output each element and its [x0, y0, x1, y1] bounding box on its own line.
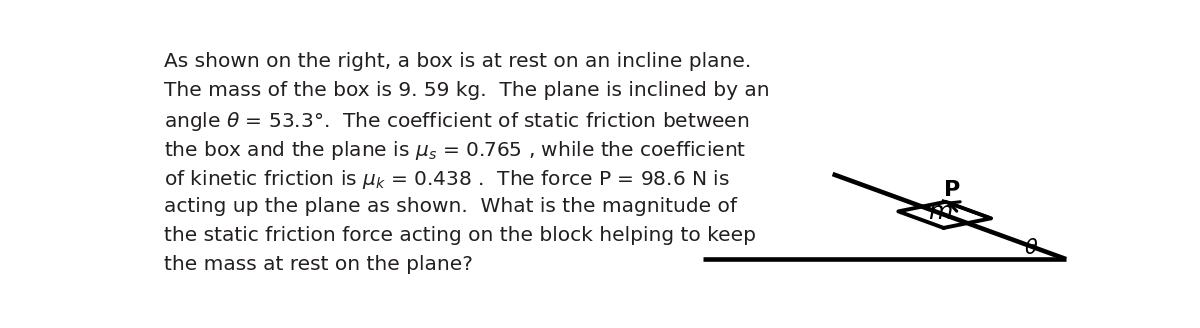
- Text: The mass of the box is 9. 59 kg.  The plane is inclined by an: The mass of the box is 9. 59 kg. The pla…: [164, 81, 769, 100]
- Text: the static friction force acting on the block helping to keep: the static friction force acting on the …: [164, 226, 756, 245]
- Text: of kinetic friction is $\mu_k$ = 0.438 .  The force P = 98.6 N is: of kinetic friction is $\mu_k$ = 0.438 .…: [164, 168, 730, 191]
- Text: the mass at rest on the plane?: the mass at rest on the plane?: [164, 255, 473, 274]
- Text: $\mathbf{P}$: $\mathbf{P}$: [943, 180, 960, 200]
- Text: As shown on the right, a box is at rest on an incline plane.: As shown on the right, a box is at rest …: [164, 52, 751, 71]
- Text: $\mathit{m}$: $\mathit{m}$: [928, 200, 953, 224]
- Text: acting up the plane as shown.  What is the magnitude of: acting up the plane as shown. What is th…: [164, 197, 737, 216]
- Text: $\theta$: $\theta$: [1024, 238, 1038, 258]
- Text: the box and the plane is $\mu_s$ = 0.765 , while the coefficient: the box and the plane is $\mu_s$ = 0.765…: [164, 139, 746, 162]
- Text: angle $\theta$ = 53.3°.  The coefficient of static friction between: angle $\theta$ = 53.3°. The coefficient …: [164, 110, 750, 133]
